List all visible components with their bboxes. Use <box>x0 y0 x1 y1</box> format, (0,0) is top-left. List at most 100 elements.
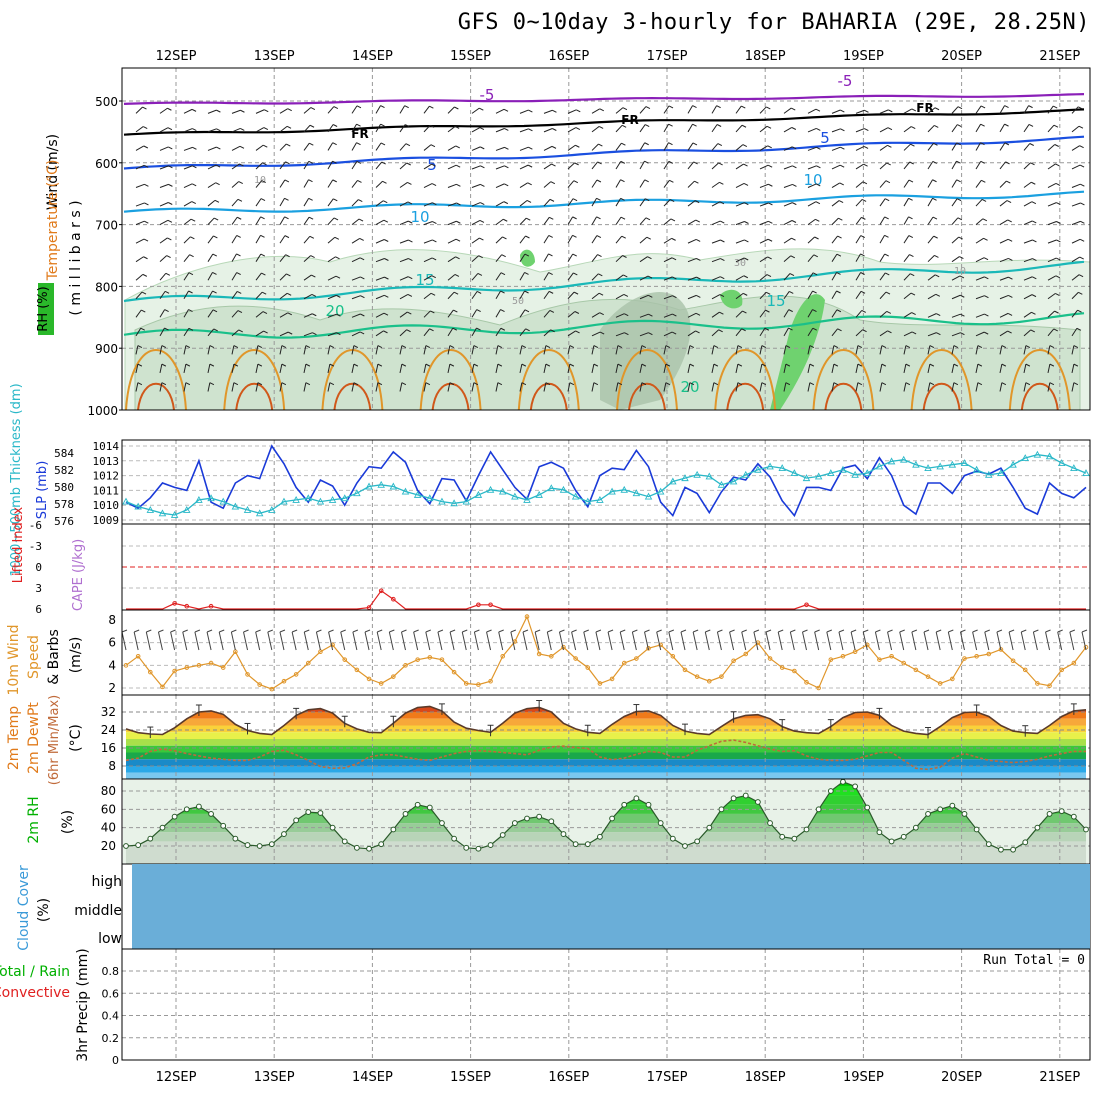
wind10-speed-point <box>670 653 676 659</box>
wind10-barb-flag <box>170 629 176 633</box>
thickness-point <box>122 497 130 505</box>
wind-barb-flag <box>260 234 265 238</box>
wind-barb-flag <box>791 107 796 111</box>
wind-barb-flag <box>165 272 171 276</box>
wind-barb-flag <box>884 216 889 220</box>
thickness-point <box>486 485 495 493</box>
wind10-barb <box>267 631 273 651</box>
wind10-speed-point <box>731 658 736 664</box>
wind-barb-flag <box>261 291 267 295</box>
wind-barb <box>423 364 427 374</box>
wind10-barb <box>437 631 443 651</box>
wind-barb-flag <box>401 382 407 386</box>
wind-barb <box>207 253 214 262</box>
wind-barb <box>207 290 214 300</box>
wind-barb-flag <box>596 179 602 183</box>
thickness-point <box>608 487 616 495</box>
wind-barb <box>279 108 288 114</box>
thickness-point <box>170 511 179 518</box>
wind-barb <box>687 105 693 114</box>
wind-barb-flag <box>528 128 533 132</box>
temp-band <box>126 732 1086 739</box>
wind-barb <box>519 146 529 151</box>
wind10-barb <box>121 631 127 651</box>
wind10-speed-point <box>269 686 275 692</box>
rh2m-point <box>694 838 701 845</box>
wind10-barb-flag <box>219 629 225 633</box>
wind10-speed-point <box>245 672 250 677</box>
thickness-point <box>255 509 264 517</box>
wind-barb-flag <box>359 257 365 261</box>
wind-barb-flag <box>356 142 361 146</box>
wind-barb <box>903 161 911 170</box>
rh2m-point <box>669 835 676 842</box>
wind-barb-flag <box>286 143 291 147</box>
wind-barb <box>591 292 600 300</box>
wind-barb <box>255 198 262 207</box>
wind-barb-flag <box>575 144 580 148</box>
wind-barb-flag <box>814 236 819 240</box>
wind-barb <box>735 124 743 133</box>
wind-barb <box>927 332 937 337</box>
wind-barb <box>375 258 385 263</box>
wind-barb <box>279 125 288 133</box>
wind-barb <box>567 127 577 133</box>
wind10-barb <box>1020 631 1026 651</box>
wind-barb <box>519 182 528 188</box>
wind-barb-flag <box>593 345 599 349</box>
wind-barb-flag <box>766 291 771 295</box>
wind-barb-flag <box>360 276 365 280</box>
wind10-speed-point <box>840 653 846 659</box>
wind-barb-flag <box>449 363 455 367</box>
wind10-barb-flag <box>571 629 577 633</box>
wind-barb <box>1047 382 1051 392</box>
wind-barb <box>183 254 190 262</box>
wind-barb <box>1023 276 1033 281</box>
wind10-barb <box>376 631 382 651</box>
wind-barb <box>231 216 238 225</box>
wind-barb <box>999 180 1007 188</box>
thickness-point <box>863 469 872 477</box>
wind-barb <box>687 294 697 300</box>
wind-barb-flag <box>958 236 963 240</box>
wind10-barb <box>972 631 978 651</box>
wind10-barb-flag <box>984 629 990 633</box>
wind-barb-flag <box>593 363 599 367</box>
wind-barb-flag <box>840 146 845 150</box>
wind-barb-flag <box>1001 382 1007 386</box>
wind-barb-flag <box>689 382 695 386</box>
contour-label-5: 5 <box>820 129 830 147</box>
wind-barb <box>255 162 263 170</box>
wind10-barb-flag <box>1008 629 1015 633</box>
thickness-point <box>693 470 701 478</box>
contour-30 <box>726 382 765 411</box>
wind10-speed-point <box>719 674 724 679</box>
wind-barb <box>447 183 457 188</box>
wind-barb-flag <box>744 221 749 224</box>
wind-barb-flag <box>837 328 842 332</box>
wind-barb <box>1071 291 1079 300</box>
wind-barb <box>495 345 499 355</box>
wind-barb <box>399 311 408 318</box>
wind-barb-flag <box>984 276 989 280</box>
wind-barb-flag <box>668 142 673 146</box>
wind-barb-flag <box>572 216 577 220</box>
wind-barb <box>327 256 336 263</box>
thickness-point <box>571 492 580 500</box>
thickness-point <box>632 489 641 497</box>
lifted-index-point <box>184 603 190 609</box>
wind-barb <box>495 364 499 374</box>
wind-barb-flag <box>189 254 194 258</box>
wind-barb-flag <box>188 290 193 294</box>
wind-barb-flag <box>617 382 623 386</box>
wind-barb-flag <box>333 217 339 221</box>
wind-barb <box>519 272 525 281</box>
wind-barb <box>903 126 912 133</box>
wind-barb-flag <box>1052 105 1058 109</box>
wind10-barb <box>194 631 200 651</box>
wind-barb <box>975 237 984 244</box>
wind-barb <box>399 345 403 355</box>
wind-barb <box>471 364 475 374</box>
wind-barb-flag <box>575 127 581 131</box>
rh2m-point <box>451 835 458 842</box>
